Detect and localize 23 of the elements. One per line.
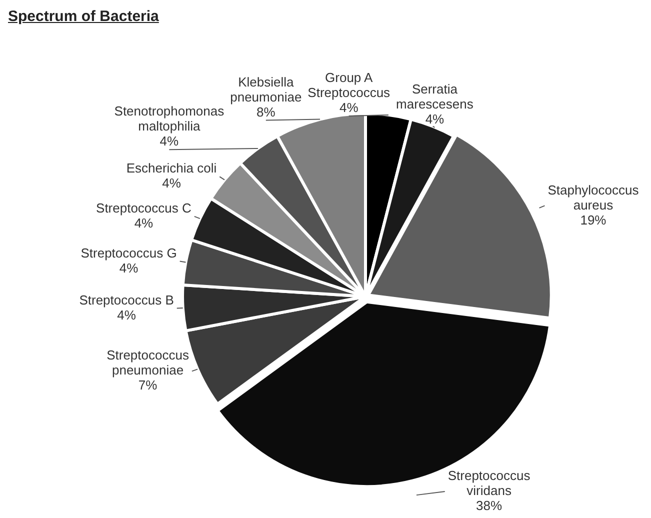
data-label: 19% (580, 212, 607, 228)
slice-label: Klebsiella pneumoniae (230, 74, 302, 104)
slice-label: Group A Streptococcus (308, 70, 391, 100)
data-label: 4% (134, 216, 154, 231)
data-label: 4% (339, 100, 359, 116)
chart-title: Spectrum of Bacteria (8, 8, 159, 25)
data-label: 7% (138, 378, 158, 393)
data-label: 4% (425, 112, 445, 126)
slice-label: Streptococcus C (96, 200, 192, 216)
slice-label: Staphylococcus aureus (548, 182, 640, 212)
slice-label: Streptococcus pneumoniae (106, 348, 190, 378)
slice-label: Streptococcus B (79, 292, 174, 308)
data-label: 4% (119, 260, 139, 276)
slice-label: Stenotrophomonas maltophilia (114, 104, 225, 134)
data-label: 4% (117, 307, 136, 322)
slice-label: Escherichia coli (126, 160, 217, 176)
slice-label: Serratia marescesens (396, 82, 474, 112)
data-label: 4% (162, 176, 182, 191)
data-label: 8% (256, 104, 276, 120)
slice-label: Streptococcus G (80, 245, 177, 260)
slice-label: Streptococcus viridans (448, 468, 531, 498)
data-label: 4% (160, 134, 180, 149)
data-label: 38% (476, 498, 502, 514)
